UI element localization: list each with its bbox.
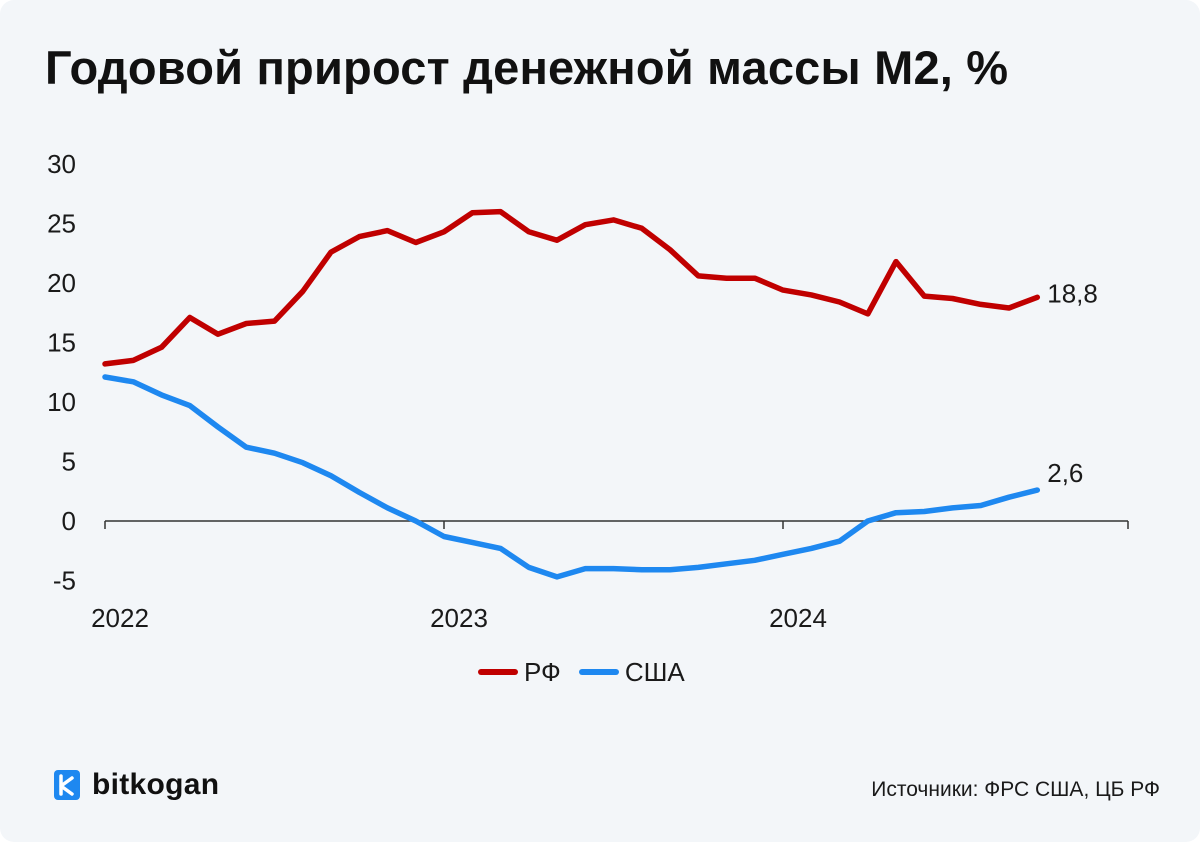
chart-title: Годовой прирост денежной массы М2, % bbox=[45, 41, 1009, 94]
legend-item-usa: США bbox=[578, 656, 685, 688]
logo-text: bitkogan bbox=[92, 768, 220, 801]
legend-label-rf: РФ bbox=[524, 656, 561, 687]
y-tick-label: 0 bbox=[62, 506, 76, 536]
y-tick-label: -5 bbox=[53, 566, 76, 596]
end-value-label-usa: 2,6 bbox=[1047, 458, 1083, 488]
y-tick-label: 15 bbox=[47, 328, 76, 358]
x-tick-label: 2022 bbox=[91, 603, 149, 633]
end-value-label-rf: 18,8 bbox=[1047, 278, 1098, 308]
legend-label-usa: США bbox=[624, 656, 685, 687]
series-line-usa bbox=[102, 374, 1041, 580]
y-tick-label: 10 bbox=[47, 387, 76, 417]
legend: РФ США bbox=[478, 654, 685, 690]
y-tick-label: 20 bbox=[47, 268, 76, 298]
y-tick-label: 5 bbox=[62, 447, 76, 477]
x-tick-label: 2023 bbox=[430, 603, 488, 633]
bitkogan-logo-icon bbox=[54, 770, 80, 800]
y-tick-label: 25 bbox=[47, 209, 76, 239]
source-note: Источники: ФРС США, ЦБ РФ bbox=[871, 778, 1160, 801]
series-line-rf bbox=[102, 208, 1041, 367]
x-tick-label: 2024 bbox=[769, 603, 827, 633]
legend-swatch-rf bbox=[478, 669, 518, 675]
brand-logo: bitkogan bbox=[52, 768, 219, 802]
legend-item-rf: РФ bbox=[478, 657, 561, 688]
legend-swatch-usa bbox=[578, 669, 619, 675]
y-tick-label: 30 bbox=[47, 149, 76, 179]
